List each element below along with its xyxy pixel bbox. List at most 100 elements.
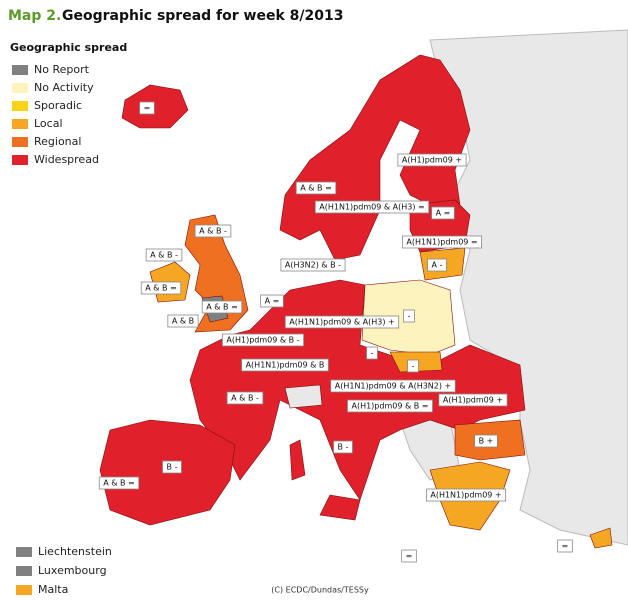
label-box: [425, 488, 507, 502]
label-text: A =: [265, 297, 280, 306]
label-text: A(H1)pdm09 & B =: [351, 402, 428, 411]
region-label: A & B =: [98, 476, 140, 490]
region-label: B -: [162, 460, 182, 474]
region-label: A & B -: [194, 224, 232, 238]
legend-label: No Report: [34, 63, 90, 76]
region-label: A(H1N1)pdm09 +: [425, 488, 507, 502]
label-text: -: [408, 312, 411, 321]
label-box: [140, 281, 182, 295]
label-text: A & B -: [199, 227, 227, 236]
label-text: -: [371, 349, 374, 358]
label-text: A & B =: [145, 284, 177, 293]
label-box: [397, 153, 467, 167]
legend-label: Regional: [34, 135, 81, 148]
region-label: A & B -: [145, 248, 183, 262]
region-label: A(H1)pdm09 & B =: [347, 399, 433, 413]
region-label: =: [557, 539, 573, 553]
region-label: A =: [260, 294, 284, 308]
label-box: [427, 258, 447, 272]
label-text: A(H1)pdm09 & B -: [226, 336, 299, 345]
region-label: A -: [427, 258, 447, 272]
cyprus: [589, 527, 613, 549]
sardinia: [289, 439, 306, 481]
small-state-swatch: [16, 566, 32, 576]
label-box: [226, 391, 264, 405]
region-label: =: [139, 101, 155, 115]
label-box: [407, 359, 419, 373]
region-label: A & B -: [226, 391, 264, 405]
small-state-label: Malta: [38, 583, 68, 596]
label-text: =: [144, 104, 151, 113]
region-label: A =: [431, 206, 455, 220]
legend-label: Local: [34, 117, 63, 130]
label-box: [347, 399, 433, 413]
label-box: [401, 549, 417, 563]
legend-swatch: [12, 65, 28, 75]
region-label: A(H1)pdm09 & B -: [221, 333, 305, 347]
label-text: =: [406, 552, 413, 561]
label-text: A(H1N1)pdm09 & A(H3) =: [319, 203, 424, 212]
sicily: [319, 494, 361, 521]
region-label: A(H1N1)pdm09 & B: [241, 358, 329, 372]
region-label: B -: [333, 440, 353, 454]
legend-swatch: [12, 119, 28, 129]
label-box: [401, 235, 483, 249]
label-text: A & B =: [300, 184, 332, 193]
label-box: [284, 315, 400, 329]
label-text: A & B -: [150, 251, 178, 260]
legend-label: Widespread: [34, 153, 99, 166]
label-text: A(H1)pdm09 +: [443, 396, 503, 405]
region-label: =: [401, 549, 417, 563]
legend-swatch: [12, 83, 28, 93]
label-box: [557, 539, 573, 553]
label-text: A -: [432, 261, 443, 270]
legend-swatch: [12, 137, 28, 147]
label-box: [474, 434, 498, 448]
label-text: A(H1N1)pdm09 +: [430, 491, 501, 500]
label-text: A(H1N1)pdm09 & B: [246, 361, 325, 370]
label-box: [260, 294, 284, 308]
legend-title: Geographic spread: [10, 41, 127, 54]
small-state-label: Luxembourg: [38, 564, 107, 577]
label-box: [295, 181, 337, 195]
label-text: A =: [436, 209, 451, 218]
label-text: A(H1N1)pdm09 & A(H3) +: [289, 318, 394, 327]
label-box: [366, 346, 378, 360]
map-number: Map 2.: [8, 8, 61, 24]
label-box: [438, 393, 508, 407]
legend-swatch: [12, 101, 28, 111]
label-text: =: [562, 542, 569, 551]
label-text: A & B =: [206, 303, 238, 312]
label-box: [98, 476, 140, 490]
region-label: A & B =: [140, 281, 182, 295]
label-box: [431, 206, 455, 220]
region-label: A(H1N1)pdm09 & A(H3N2) +: [330, 379, 456, 393]
region-label: -: [366, 346, 378, 360]
label-text: B +: [479, 437, 494, 446]
label-box: [139, 101, 155, 115]
label-text: A & B =: [103, 479, 135, 488]
region-label: B +: [474, 434, 498, 448]
label-box: [162, 460, 182, 474]
legend-swatch: [12, 155, 28, 165]
label-box: [330, 379, 456, 393]
region-label: -: [407, 359, 419, 373]
label-box: [145, 248, 183, 262]
label-text: B -: [338, 443, 349, 452]
region-label: A & B =: [201, 300, 243, 314]
label-box: [241, 358, 329, 372]
label-text: A & B -: [231, 394, 259, 403]
region-label: -: [403, 309, 415, 323]
region-label: A(H3N2) & B -: [280, 258, 346, 272]
label-box: [314, 200, 430, 214]
label-box: [221, 333, 305, 347]
region-label: A & B: [167, 314, 199, 328]
region-label: A & B =: [295, 181, 337, 195]
label-box: [403, 309, 415, 323]
label-text: -: [412, 362, 415, 371]
label-box: [201, 300, 243, 314]
label-text: A(H1N1)pdm09 & A(H3N2) +: [335, 382, 452, 391]
label-box: [194, 224, 232, 238]
region-label: A(H1N1)pdm09 & A(H3) +: [284, 315, 400, 329]
